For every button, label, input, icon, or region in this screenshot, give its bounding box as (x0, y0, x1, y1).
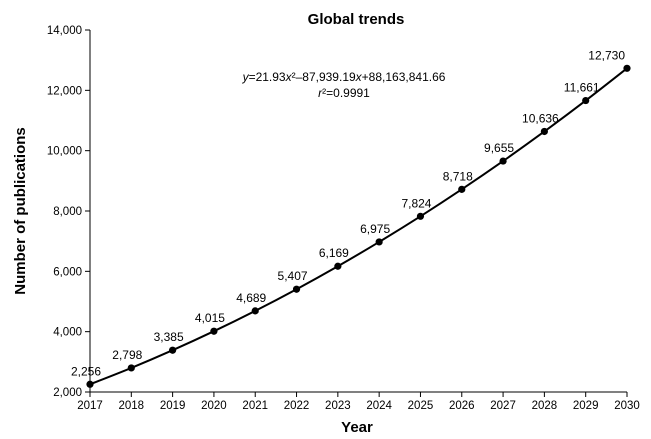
data-point (375, 238, 383, 246)
y-tick-label: 14,000 (47, 25, 82, 37)
x-tick-label: 2022 (284, 400, 310, 412)
data-label: 8,718 (443, 169, 473, 183)
r-squared-annotation: r²=0.9991 (318, 86, 370, 100)
x-tick-label: 2023 (325, 400, 351, 412)
data-label: 11,661 (564, 81, 600, 95)
data-label: 3,385 (154, 330, 184, 344)
data-label: 6,975 (360, 222, 390, 236)
data-label: 4,015 (195, 311, 225, 325)
y-tick-label: 4,000 (53, 327, 82, 339)
data-label: 5,407 (278, 269, 308, 283)
x-tick-label: 2025 (408, 400, 434, 412)
data-label: 2,256 (71, 364, 101, 378)
data-point (86, 380, 94, 388)
data-label: 7,824 (401, 196, 431, 210)
y-tick-label: 2,000 (53, 387, 82, 399)
data-point (251, 307, 259, 315)
y-tick-label: 10,000 (47, 146, 82, 158)
data-label: 6,169 (319, 246, 349, 260)
y-tick-label: 6,000 (53, 266, 82, 278)
data-point (127, 364, 135, 372)
x-axis-title: Year (341, 419, 373, 436)
x-axis-ticks: 2017 2018 2019 2020 2021 2022 2023 2024 2025 2026… (77, 392, 640, 412)
data-point (210, 327, 218, 335)
data-label: 9,655 (484, 141, 514, 155)
chart-title: Global trends (308, 11, 405, 28)
x-tick-label: 2028 (532, 400, 558, 412)
data-point (582, 96, 590, 105)
x-tick-label: 2030 (614, 400, 640, 412)
data-label: 2,798 (112, 348, 142, 362)
data-point (623, 64, 631, 72)
x-tick-label: 2021 (242, 400, 268, 412)
data-labels: 2,256 2,798 3,385 4,015 4,689 5,407 6,169 6,975… (71, 48, 625, 378)
x-tick-label: 2017 (77, 400, 103, 412)
data-point (499, 157, 507, 165)
data-point (540, 127, 548, 136)
data-point (416, 212, 425, 220)
data-point (334, 262, 342, 270)
y-tick-label: 12,000 (47, 85, 82, 97)
series-line (89, 67, 628, 386)
data-points (86, 64, 631, 388)
x-tick-label: 2019 (160, 400, 186, 412)
y-axis-title: Number of publications (12, 127, 29, 295)
data-label: 10,636 (522, 111, 559, 125)
x-tick-label: 2027 (490, 400, 516, 412)
data-point (292, 285, 301, 293)
data-point (169, 346, 177, 354)
x-tick-label: 2026 (449, 400, 475, 412)
y-tick-label: 8,000 (53, 206, 82, 218)
x-tick-label: 2029 (573, 400, 599, 412)
x-tick-label: 2018 (119, 400, 145, 412)
data-label: 12,730 (588, 48, 625, 62)
y-axis-ticks: 2,000 4,000 6,000 8,000 10,000 12,000 14,000 (47, 25, 90, 399)
data-label: 4,689 (236, 291, 266, 305)
data-point (458, 185, 466, 193)
equation-annotation: y=21.93x²–87,939.19x+88,163,841.66 (242, 70, 446, 84)
x-tick-label: 2020 (201, 400, 227, 412)
x-tick-label: 2024 (366, 400, 392, 412)
